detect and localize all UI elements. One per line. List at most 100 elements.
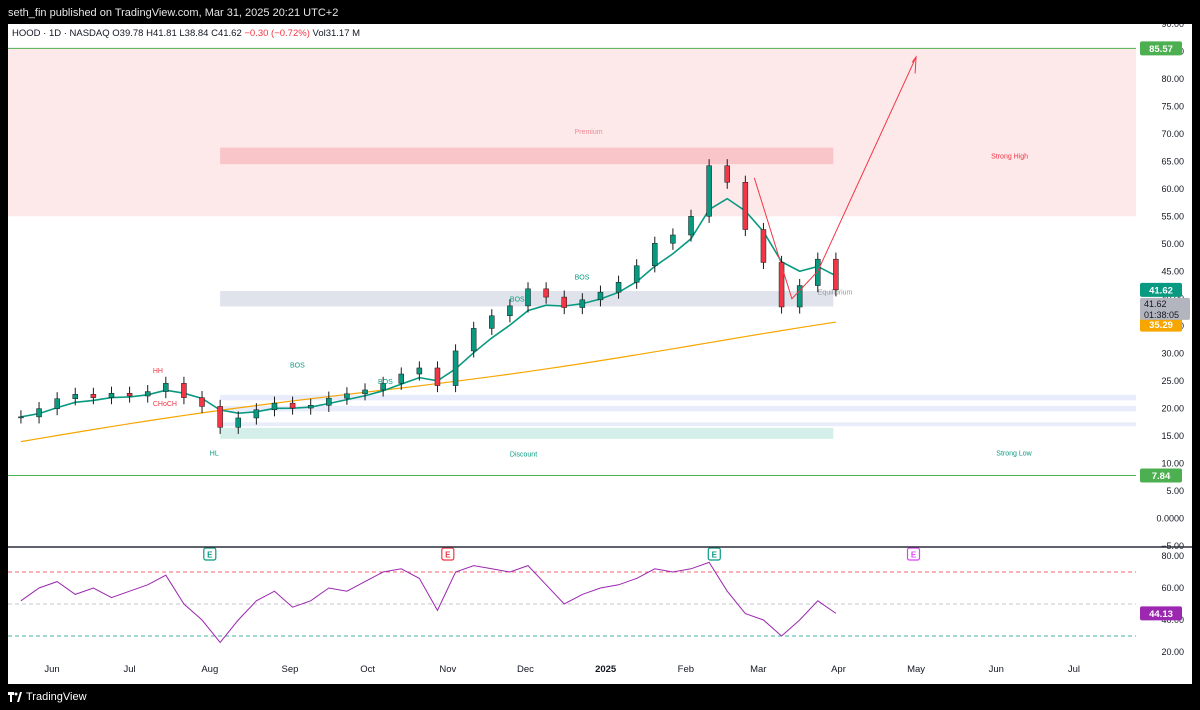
candle-body (760, 229, 767, 263)
x-tick-label: Apr (831, 664, 846, 675)
candle-body (144, 391, 151, 397)
zone-label-premium: Premium (575, 129, 603, 136)
x-tick-label: Jun (44, 664, 59, 675)
earnings-marker-label: E (712, 551, 718, 560)
brand-name: TradingView (26, 691, 87, 703)
price-tick-label: 60.00 (1161, 184, 1184, 194)
price-tag-label: 7.84 (1152, 471, 1171, 482)
price-tick-label: 50.00 (1161, 239, 1184, 249)
projection-arrow-head (911, 55, 917, 74)
volume-value: Vol31.17 M (312, 28, 361, 39)
x-tick-label: Feb (678, 664, 694, 675)
smc-annotation: BOS (510, 296, 525, 303)
x-tick-label: 2025 (595, 664, 617, 675)
candle-body (36, 408, 42, 418)
smc-annotation: Strong Low (996, 450, 1032, 457)
candle-body (507, 305, 513, 317)
candle-body (362, 389, 368, 395)
ema-line (20, 197, 837, 418)
fvg-zone (220, 422, 1136, 427)
price-tag-label: 35.29 (1149, 320, 1173, 331)
price-tick-label: 0.0000 (1156, 514, 1184, 524)
candle-body (652, 242, 658, 267)
fvg-zone (220, 394, 1136, 401)
price-tick-label: −5.00 (1161, 541, 1184, 551)
rsi-line (20, 561, 837, 644)
candle-body (670, 234, 676, 244)
price-tag-bg (1140, 41, 1182, 56)
price-tag-bg (1140, 468, 1182, 483)
price-tick-label: 10.00 (1161, 459, 1184, 469)
price-tick-label: 70.00 (1161, 129, 1184, 139)
candle-body (163, 383, 169, 392)
chart-area[interactable]: PremiumEquilibriumDiscount90.0085.0080.0… (8, 24, 1192, 684)
smc-annotation: HL (210, 450, 219, 457)
zone-premium (8, 48, 1136, 217)
price-tick-label: 75.00 (1161, 101, 1184, 111)
candle-body (742, 181, 749, 230)
rsi-tag-label: 44.13 (1149, 609, 1173, 620)
smc-annotation: HH (153, 368, 163, 375)
price-tick-label: 25.00 (1161, 376, 1184, 386)
candle-body (796, 285, 803, 308)
candle-body (289, 402, 296, 409)
price-tick-label: 55.00 (1161, 211, 1184, 221)
candle-body (126, 392, 133, 397)
smc-annotation: BOS (575, 275, 590, 282)
candle-body (561, 296, 567, 308)
earnings-marker-icon (441, 547, 455, 561)
earnings-marker-icon (906, 547, 921, 561)
candle-body (489, 315, 495, 329)
candle-body (833, 258, 839, 291)
price-tag-label: 41.62 (1149, 285, 1173, 296)
price-tick-label: 80.00 (1161, 74, 1184, 84)
smc-annotation: BOS (290, 362, 305, 369)
candle-body (271, 402, 278, 410)
candle-body (579, 299, 586, 308)
tradingview-logo-icon (8, 692, 22, 702)
chart-canvas[interactable]: PremiumEquilibriumDiscount90.0085.0080.0… (8, 24, 1192, 684)
order-block (220, 147, 834, 165)
zone-label-discount: Discount (510, 451, 537, 458)
x-tick-label: Jul (124, 664, 136, 675)
x-tick-label: Oct (360, 664, 375, 675)
candle-body (416, 367, 423, 375)
price-tag-label: 85.57 (1149, 44, 1173, 55)
candle-body (235, 417, 242, 428)
candle-body (54, 398, 60, 409)
candle-body (344, 393, 350, 399)
x-tick-label: Sep (282, 664, 299, 675)
rsi-tag-bg (1140, 606, 1182, 621)
candle-body (543, 288, 549, 298)
candle-body (199, 397, 205, 407)
projection-arrow (753, 56, 917, 300)
x-tick-label: Aug (201, 664, 218, 675)
sma-line (20, 321, 836, 443)
candle-body (778, 262, 785, 308)
countdown-tag-bg (1140, 297, 1190, 320)
brand-footer[interactable]: TradingView (8, 688, 87, 706)
candle-body (525, 288, 531, 307)
candle-body (90, 394, 97, 398)
x-tick-label: Nov (439, 664, 456, 675)
open-value: O39.78 (112, 28, 144, 39)
price-tick-label: 65.00 (1161, 156, 1184, 166)
high-value: H41.81 (146, 28, 177, 39)
candle-body (434, 367, 441, 386)
candle-body (688, 216, 694, 236)
candle-body (72, 394, 79, 399)
candle-body (597, 291, 604, 301)
smc-annotation: BOS (378, 379, 393, 386)
countdown-time: 01:38:05 (1144, 310, 1179, 320)
x-tick-label: May (907, 664, 925, 675)
price-tick-label: 20.00 (1161, 404, 1184, 414)
countdown-price: 41.62 (1144, 299, 1167, 309)
candle-body (452, 350, 459, 386)
close-value: C41.62 (211, 28, 242, 39)
candle-body (18, 416, 24, 419)
candle-body (724, 165, 730, 183)
earnings-marker-label: E (207, 551, 213, 560)
price-tick-label: 15.00 (1161, 431, 1184, 441)
fvg-zone (220, 405, 1136, 412)
